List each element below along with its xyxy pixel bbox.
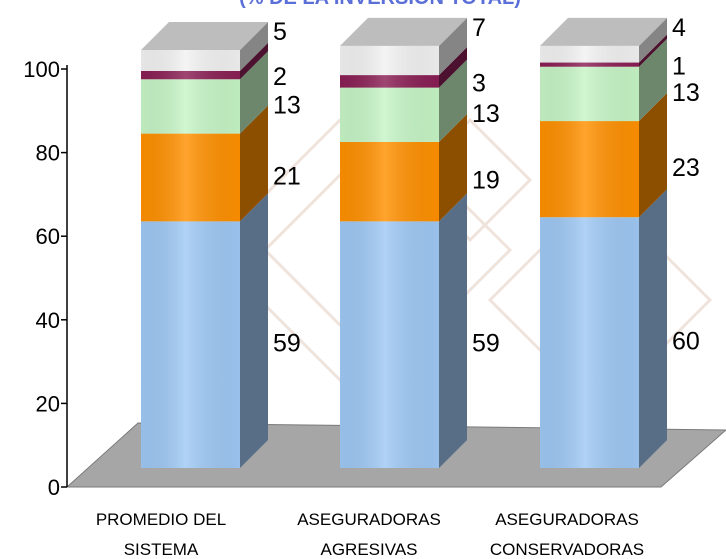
bar-segment-side bbox=[240, 105, 268, 222]
bar-segment-side bbox=[639, 38, 667, 122]
bar-segment-side bbox=[639, 93, 667, 218]
y-tick-label: 80 bbox=[36, 141, 60, 166]
y-axis: 0 20 40 60 80 100 bbox=[23, 57, 68, 500]
x-tick-label-line: AGRESIVAS bbox=[321, 540, 418, 559]
bar-segment-shading bbox=[340, 221, 439, 468]
bar-segment-shading bbox=[340, 141, 439, 222]
bar-segment-shading bbox=[141, 221, 240, 468]
bar-segment-shading bbox=[540, 66, 639, 122]
bar-segment-shading bbox=[141, 133, 240, 222]
bar-segment-shading bbox=[141, 79, 240, 134]
bar-segment-shading bbox=[141, 50, 240, 71]
x-tick-label: ASEGURADORAS AGRESIVAS bbox=[297, 510, 441, 559]
bar-segment-side bbox=[439, 113, 467, 222]
stacked-bar bbox=[340, 17, 467, 468]
bar-top-face bbox=[540, 17, 667, 46]
y-tick-label: 40 bbox=[36, 308, 60, 333]
bars bbox=[141, 17, 667, 468]
data-label: 2 bbox=[273, 63, 287, 91]
bar-segment-side bbox=[439, 59, 467, 142]
bar-segment-shading bbox=[340, 87, 439, 142]
data-label: 13 bbox=[472, 100, 500, 128]
bar-segment-side bbox=[240, 42, 268, 80]
x-tick-label-line: ASEGURADORAS bbox=[297, 510, 441, 529]
x-tick-label-line: CONSERVADORAS bbox=[490, 540, 644, 559]
stacked-bar bbox=[540, 17, 667, 468]
bar-segment-shading bbox=[141, 70, 240, 80]
bar-segment-shading bbox=[540, 121, 639, 218]
bar-segment-side bbox=[240, 22, 268, 71]
x-tick-label-line: ASEGURADORAS bbox=[495, 510, 639, 529]
data-label: 21 bbox=[273, 162, 301, 190]
data-label: 23 bbox=[672, 154, 700, 182]
bar-segment-side bbox=[639, 17, 667, 63]
data-label: 7 bbox=[472, 14, 486, 42]
x-tick-label-line: SISTEMA bbox=[124, 540, 199, 559]
category-labels: PROMEDIO DEL SISTEMA ASEGURADORAS AGRESIVAS… bbox=[96, 510, 644, 559]
data-label: 3 bbox=[472, 69, 486, 97]
data-label: 19 bbox=[472, 167, 500, 195]
y-tick-label: 60 bbox=[36, 224, 60, 249]
data-label: 60 bbox=[672, 328, 700, 356]
x-tick-label: PROMEDIO DEL SISTEMA bbox=[96, 510, 226, 559]
bar-segment-side bbox=[439, 193, 467, 468]
data-label: 4 bbox=[672, 14, 686, 42]
bar-top-face bbox=[141, 22, 268, 50]
x-tick-label: ASEGURADORAS CONSERVADORAS bbox=[490, 510, 644, 559]
y-tick-label: 20 bbox=[36, 391, 60, 416]
bar-segment-side bbox=[439, 47, 467, 88]
y-tick-label: 0 bbox=[48, 475, 60, 500]
stacked-bar bbox=[141, 22, 268, 468]
bar-segment-shading bbox=[340, 75, 439, 88]
data-label: 5 bbox=[273, 18, 287, 46]
bar-segment-shading bbox=[540, 217, 639, 468]
y-tick-label: 100 bbox=[23, 57, 60, 82]
data-label: 13 bbox=[273, 91, 301, 119]
bar-segment-shading bbox=[540, 45, 639, 63]
bar-segment-side bbox=[639, 189, 667, 468]
bar-segment-side bbox=[240, 193, 268, 468]
data-label: 1 bbox=[672, 53, 686, 81]
bar-segment-side bbox=[240, 51, 268, 134]
bar-segment-side bbox=[639, 34, 667, 67]
bar-segment-side bbox=[439, 17, 467, 76]
data-label: 59 bbox=[273, 330, 301, 358]
x-tick-label-line: PROMEDIO DEL bbox=[96, 510, 226, 529]
data-label: 59 bbox=[472, 330, 500, 358]
bar-segment-shading bbox=[340, 45, 439, 76]
data-label: 13 bbox=[672, 79, 700, 107]
bar-top-face bbox=[340, 17, 467, 46]
bar-segment-shading bbox=[540, 62, 639, 67]
chart-title: (% DE LA INVERSION TOTAL) bbox=[239, 0, 521, 9]
